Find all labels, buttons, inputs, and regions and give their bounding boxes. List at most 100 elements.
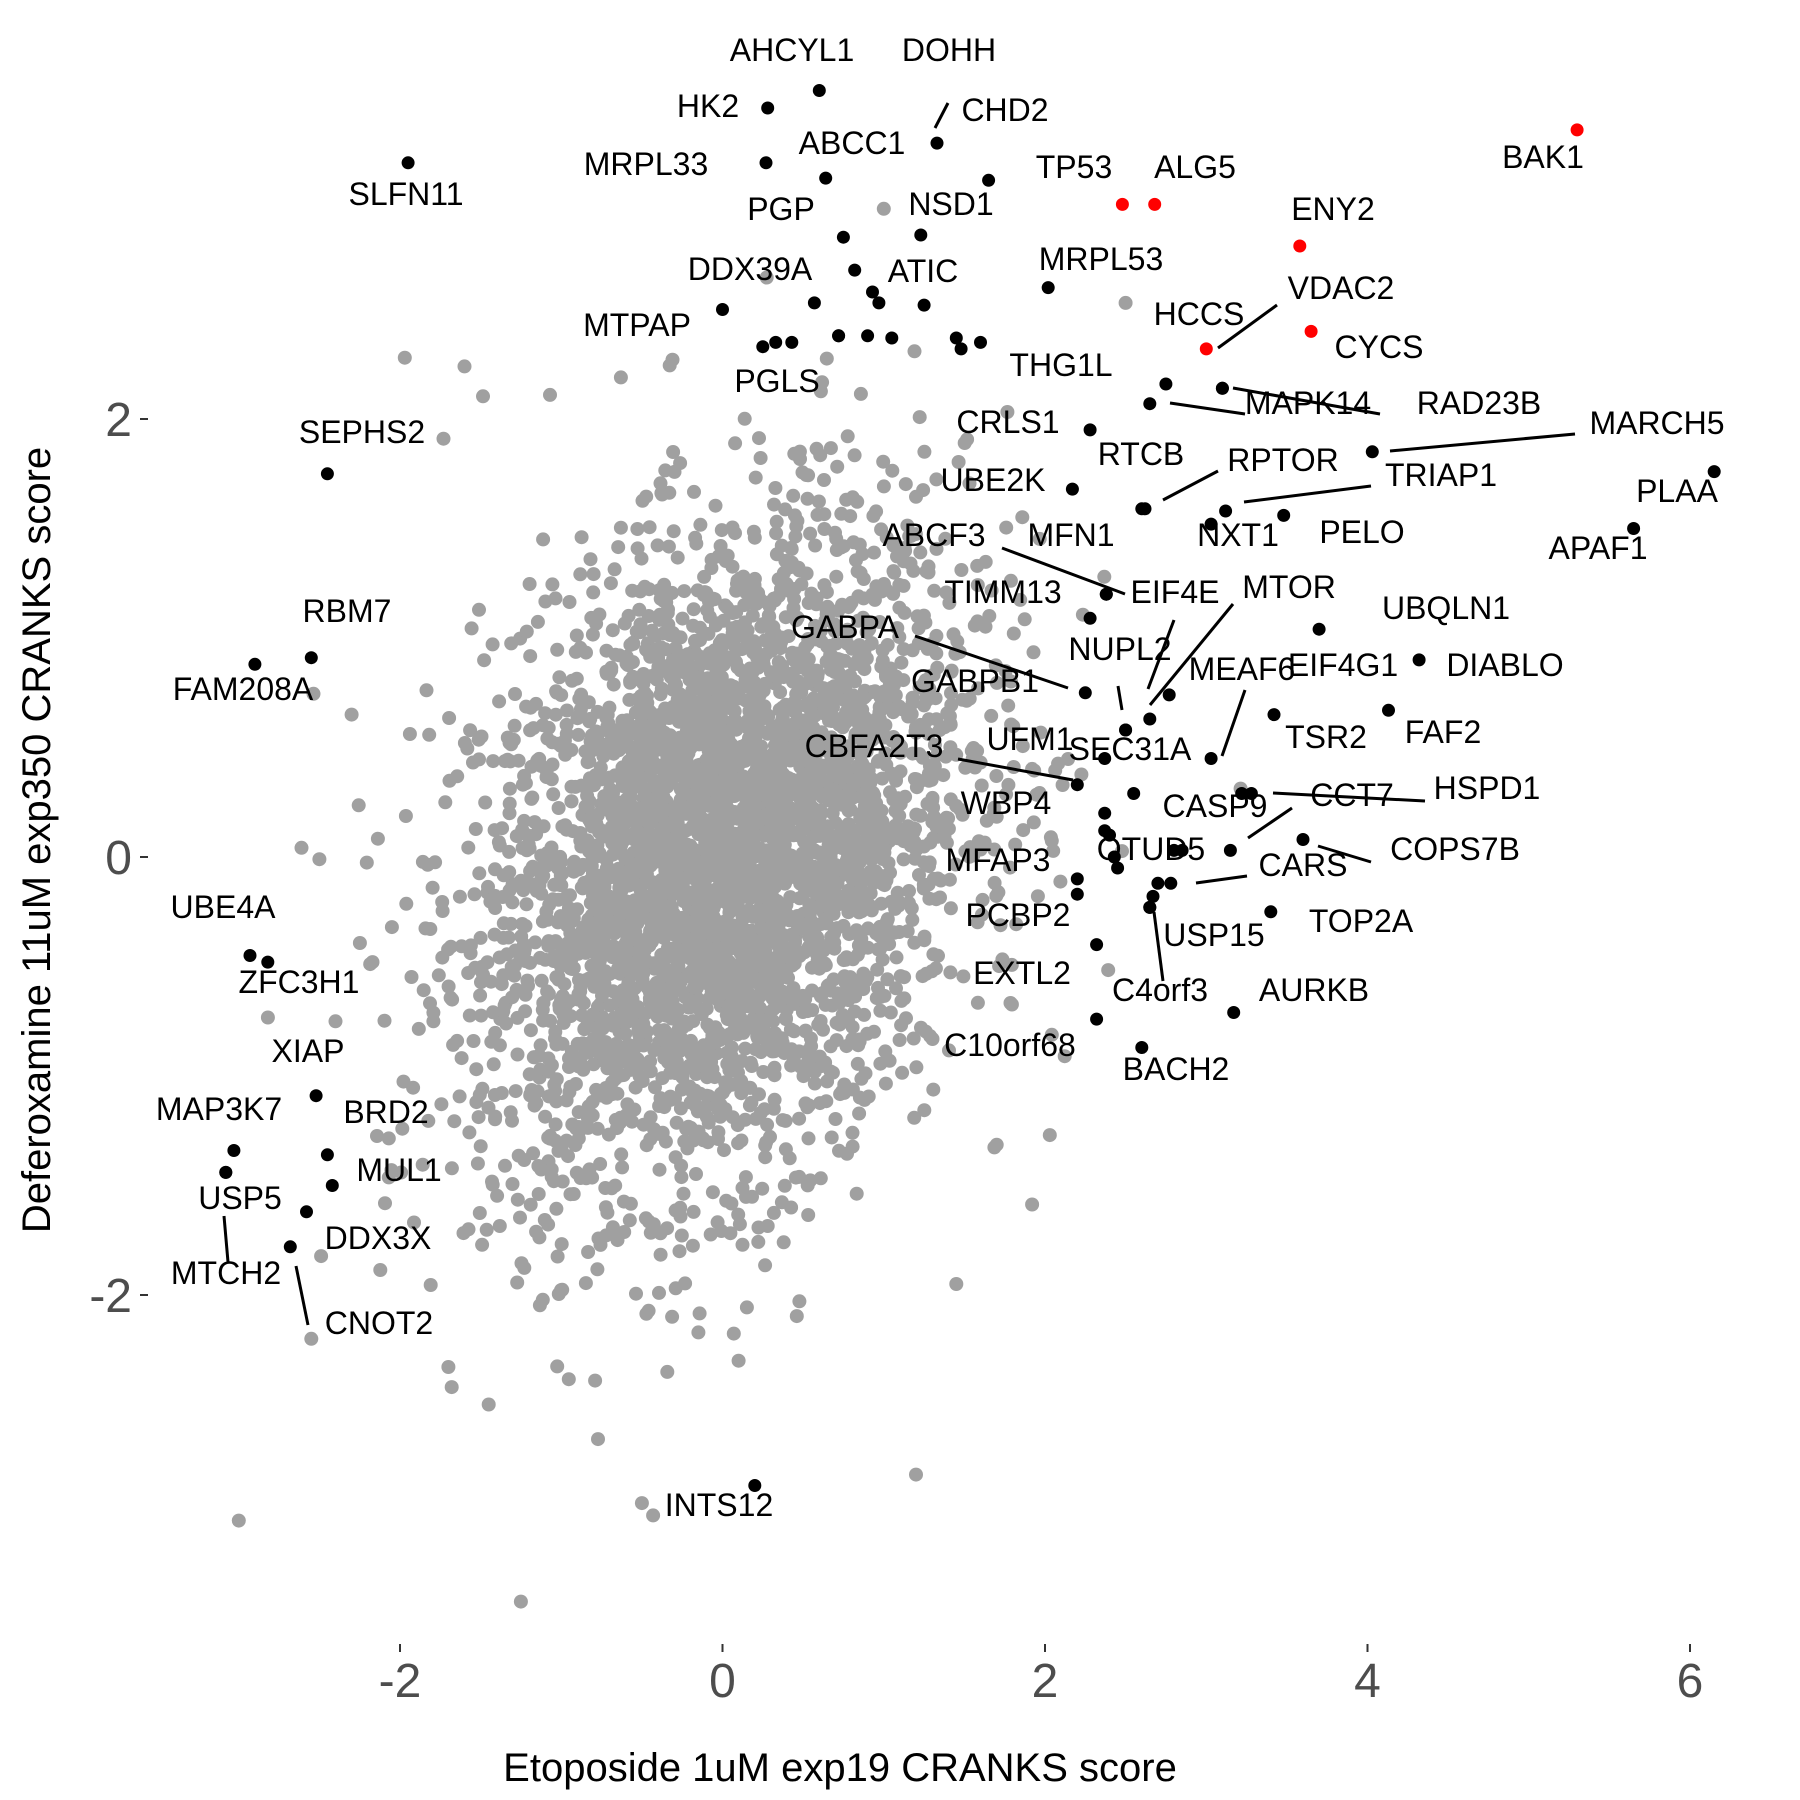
- background-point: [484, 1034, 499, 1049]
- background-point: [883, 1005, 898, 1020]
- background-point: [804, 586, 819, 601]
- background-point: [642, 807, 656, 822]
- background-point: [683, 951, 698, 966]
- background-point: [492, 950, 507, 965]
- label-gabpa: GABPA: [791, 609, 900, 645]
- background-point: [538, 706, 553, 721]
- background-point: [485, 1174, 499, 1189]
- background-point: [750, 775, 764, 790]
- background-point: [838, 760, 853, 775]
- background-point: [818, 1055, 833, 1070]
- leader-line: [1247, 806, 1293, 840]
- background-point: [344, 707, 359, 722]
- background-point: [1057, 1049, 1072, 1064]
- background-point: [814, 725, 829, 740]
- background-point: [623, 673, 638, 688]
- background-point: [847, 1004, 862, 1019]
- background-point: [761, 608, 776, 623]
- background-point: [581, 695, 596, 710]
- background-point: [726, 1326, 741, 1341]
- background-point: [531, 1159, 546, 1173]
- background-point: [832, 741, 847, 756]
- background-point: [619, 945, 634, 960]
- background-point: [541, 720, 556, 735]
- background-point: [699, 871, 714, 886]
- background-point: [461, 840, 476, 855]
- background-point: [875, 643, 890, 658]
- background-point: [919, 690, 933, 705]
- background-point: [603, 998, 617, 1013]
- background-point: [841, 993, 856, 1008]
- point-zfc3h1: [261, 955, 275, 969]
- label-mtch2: MTCH2: [171, 1255, 281, 1291]
- background-point: [665, 1309, 680, 1324]
- background-point: [509, 982, 524, 997]
- background-point: [397, 350, 412, 365]
- background-point: [801, 1208, 816, 1222]
- background-point: [687, 1062, 702, 1077]
- background-point: [498, 1158, 512, 1173]
- background-point: [819, 351, 834, 366]
- background-point: [970, 614, 985, 629]
- background-point: [613, 520, 628, 535]
- background-point: [984, 583, 999, 598]
- background-point: [777, 750, 792, 765]
- background-point: [887, 565, 902, 580]
- background-point: [735, 904, 750, 918]
- background-point: [674, 1228, 689, 1243]
- label-cnot2: CNOT2: [325, 1305, 433, 1341]
- background-point: [715, 1085, 730, 1100]
- background-point: [693, 711, 708, 726]
- background-point: [466, 1034, 481, 1048]
- background-point: [652, 1162, 667, 1177]
- background-point: [587, 978, 602, 993]
- background-point: [457, 359, 472, 374]
- background-point: [559, 1133, 574, 1148]
- background-point: [884, 894, 899, 909]
- background-point: [1044, 1027, 1059, 1042]
- point-pelo: [1277, 508, 1291, 522]
- background-point: [679, 930, 694, 945]
- background-point: [679, 1121, 694, 1136]
- point-diablo: [1412, 653, 1426, 667]
- background-point: [687, 917, 702, 932]
- background-point: [786, 739, 801, 754]
- background-point: [407, 1215, 421, 1230]
- background-point: [668, 1150, 683, 1165]
- background-point: [892, 1033, 907, 1047]
- background-point: [653, 1091, 668, 1106]
- background-point: [550, 1249, 565, 1264]
- label-ddx39a: DDX39A: [688, 251, 813, 287]
- background-point: [653, 727, 668, 742]
- background-point: [592, 607, 607, 622]
- background-point: [838, 679, 853, 694]
- background-point: [717, 1143, 731, 1158]
- background-point: [912, 410, 927, 425]
- background-point: [902, 709, 917, 724]
- background-point: [571, 727, 586, 742]
- background-point: [573, 980, 588, 995]
- background-point: [701, 1089, 716, 1104]
- background-point: [760, 595, 775, 610]
- background-point: [855, 702, 870, 717]
- background-point: [518, 954, 533, 969]
- background-point: [819, 602, 834, 617]
- x-tick-label: 0: [709, 1655, 736, 1708]
- background-point: [583, 918, 598, 933]
- data-point: [756, 340, 770, 354]
- background-point: [462, 1125, 477, 1140]
- background-point: [861, 623, 876, 638]
- background-point: [835, 1008, 850, 1022]
- background-point: [599, 710, 614, 725]
- background-point: [737, 411, 752, 426]
- background-point: [747, 933, 762, 948]
- point-bak1: [1570, 123, 1584, 137]
- background-point: [689, 536, 704, 551]
- background-point: [809, 784, 824, 799]
- background-point: [738, 803, 753, 817]
- background-point: [752, 1087, 766, 1102]
- background-point: [817, 758, 832, 773]
- background-point: [714, 523, 729, 538]
- background-point: [472, 602, 486, 617]
- background-point: [753, 909, 768, 924]
